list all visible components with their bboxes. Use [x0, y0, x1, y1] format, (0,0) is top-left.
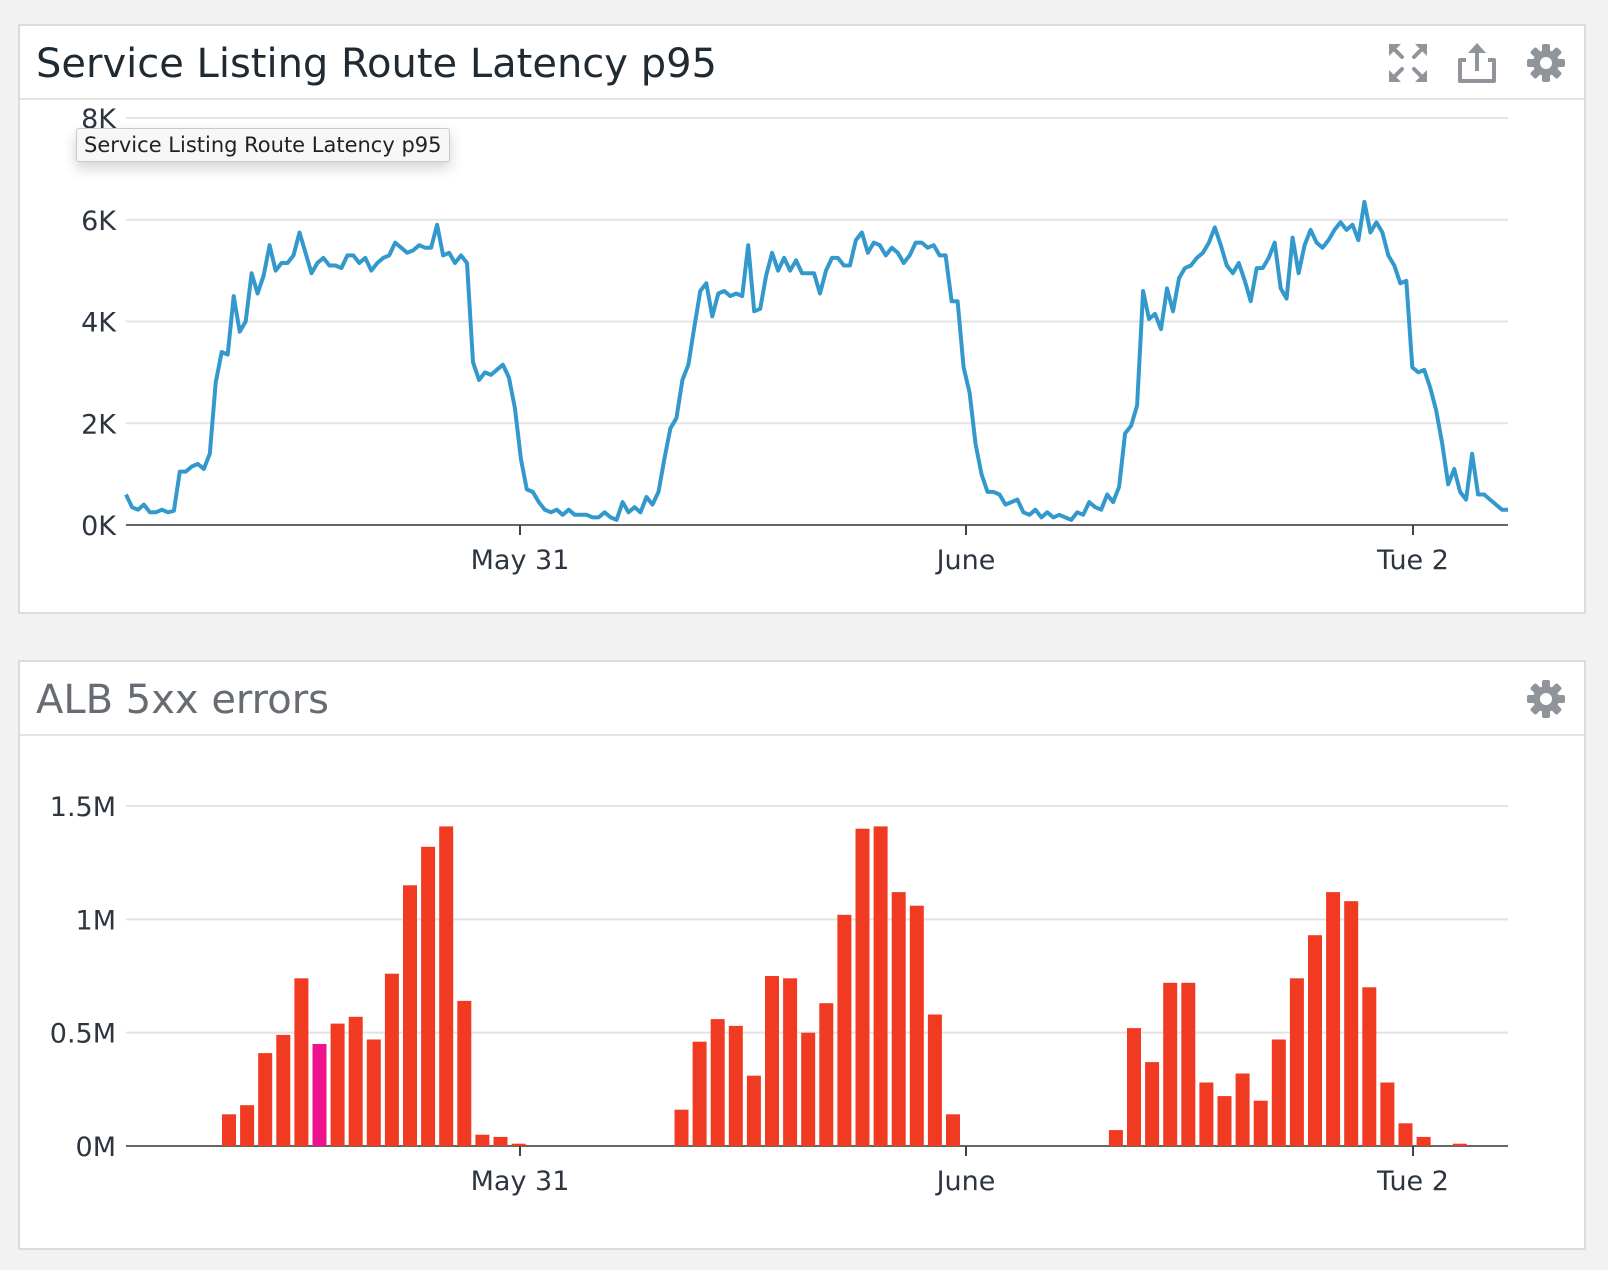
error-bar[interactable] [1145, 1062, 1160, 1146]
alb-errors-chart: 0M 0.5M 1M 1.5M May 31 June Tue 2 [50, 792, 1508, 1197]
x-tick-label: June [935, 545, 996, 576]
y-tick-label: 0.5M [50, 1019, 116, 1050]
expand-icon-graphic [1389, 44, 1427, 82]
error-bar[interactable] [457, 1000, 472, 1146]
error-bar[interactable] [1362, 987, 1377, 1146]
gear-icon[interactable] [1525, 678, 1567, 720]
error-bar[interactable] [511, 1143, 526, 1146]
error-bar[interactable] [1326, 892, 1341, 1146]
error-bar[interactable] [1416, 1136, 1431, 1146]
error-bar[interactable] [746, 1075, 761, 1146]
error-bar[interactable] [294, 978, 309, 1146]
error-bar[interactable] [1199, 1082, 1214, 1147]
series-tooltip: Service Listing Route Latency p95 [76, 128, 450, 162]
latency-widget-title: Service Listing Route Latency p95 [36, 41, 717, 87]
error-bar[interactable] [692, 1041, 707, 1146]
error-bar[interactable] [728, 1025, 743, 1146]
gear-icon-graphic [1527, 44, 1565, 82]
x-tick-label: Tue 2 [1376, 1166, 1449, 1197]
error-bar[interactable] [927, 1014, 942, 1147]
error-bar[interactable] [348, 1016, 363, 1146]
error-bar[interactable] [276, 1034, 291, 1146]
alb-errors-widget-header: ALB 5xx errors [20, 662, 1584, 736]
error-bar[interactable] [674, 1109, 689, 1146]
error-bar[interactable] [1452, 1143, 1467, 1146]
y-tick-label: 2K [81, 409, 117, 440]
expand-icon[interactable] [1387, 42, 1429, 84]
error-bar[interactable] [312, 1044, 327, 1146]
error-bar[interactable] [1217, 1096, 1232, 1146]
error-bar[interactable] [384, 973, 399, 1146]
gear-icon[interactable] [1525, 42, 1567, 84]
y-tick-label: 0M [76, 1132, 116, 1163]
error-bar[interactable] [873, 826, 888, 1146]
error-bar[interactable] [258, 1053, 273, 1146]
error-bar[interactable] [1235, 1073, 1250, 1147]
x-tick-label: Tue 2 [1376, 545, 1449, 576]
error-bar[interactable] [765, 976, 779, 1146]
error-bar[interactable] [493, 1136, 508, 1146]
error-bar[interactable] [1344, 901, 1359, 1146]
latency-series-line[interactable] [124, 199, 1508, 522]
x-tick-label: June [935, 1166, 996, 1197]
error-bar[interactable] [421, 846, 436, 1146]
error-bar[interactable] [1163, 982, 1178, 1146]
y-tick-label: 1.5M [50, 792, 116, 823]
y-tick-label: 0K [81, 511, 117, 542]
export-icon-graphic [1458, 43, 1496, 83]
error-bar[interactable] [946, 1114, 960, 1146]
error-bar[interactable] [891, 892, 906, 1146]
error-bar[interactable] [801, 1032, 816, 1146]
error-bar[interactable] [1108, 1130, 1123, 1146]
y-tick-label: 4K [81, 308, 117, 339]
alb-errors-widget: ALB 5xx errors 0M 0.5M 1M 1.5M May 31 June Tue… [18, 660, 1586, 1250]
x-tick-label: May 31 [471, 1166, 570, 1197]
alb-errors-widget-title: ALB 5xx errors [36, 677, 329, 723]
error-bar[interactable] [909, 905, 924, 1146]
y-tick-label: 1M [76, 905, 116, 936]
error-bar[interactable] [1253, 1100, 1268, 1146]
y-tick-label: 6K [81, 206, 117, 237]
error-bar[interactable] [1181, 982, 1196, 1146]
gear-icon-graphic [1527, 680, 1565, 718]
error-bar[interactable] [475, 1134, 490, 1146]
error-bar[interactable] [366, 1039, 381, 1147]
error-bar[interactable] [1380, 1082, 1395, 1147]
error-bar[interactable] [1308, 935, 1322, 1146]
latency-widget-header: Service Listing Route Latency p95 [20, 26, 1584, 100]
x-tick-label: May 31 [471, 545, 570, 576]
error-bar[interactable] [403, 885, 417, 1146]
error-bar[interactable] [819, 1003, 834, 1146]
error-bar[interactable] [1127, 1028, 1141, 1146]
export-icon[interactable] [1456, 42, 1498, 84]
error-bar[interactable] [1271, 1039, 1286, 1147]
error-bar[interactable] [710, 1019, 725, 1146]
error-bar[interactable] [1289, 978, 1304, 1146]
error-bar[interactable] [222, 1114, 236, 1146]
latency-widget: Service Listing Route Latency p95 [18, 24, 1586, 614]
error-bar[interactable] [330, 1023, 345, 1146]
error-bar[interactable] [1398, 1123, 1413, 1146]
error-bar[interactable] [837, 914, 852, 1146]
error-bar[interactable] [783, 978, 798, 1146]
error-bar[interactable] [240, 1105, 255, 1146]
error-bar[interactable] [439, 826, 454, 1146]
error-bar[interactable] [855, 828, 870, 1146]
